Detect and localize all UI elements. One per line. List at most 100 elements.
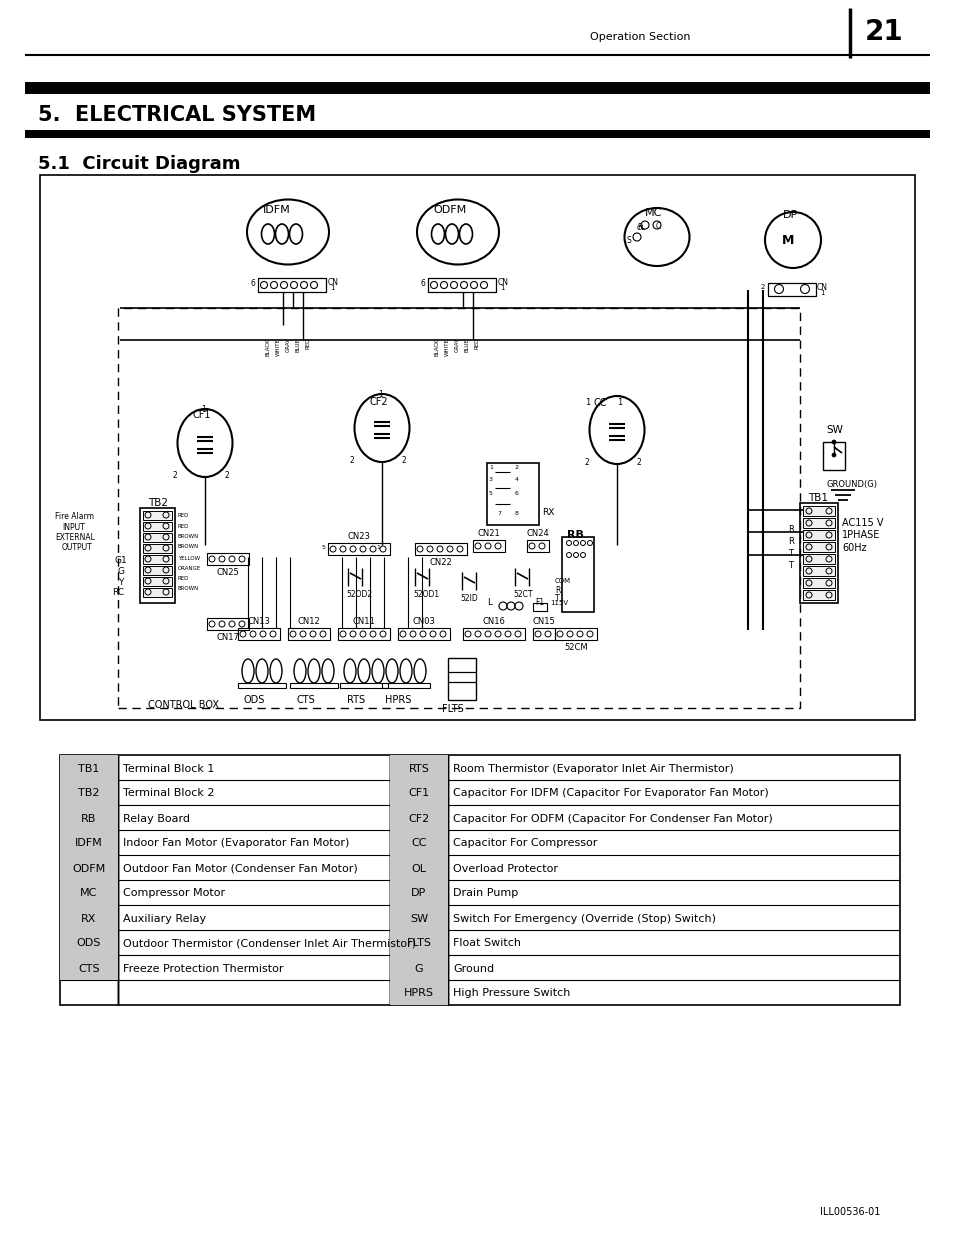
Text: 2: 2 <box>172 471 177 480</box>
Text: GRAY: GRAY <box>285 338 291 352</box>
Text: CN23: CN23 <box>347 532 370 541</box>
Bar <box>473 540 504 552</box>
Text: 2: 2 <box>225 471 230 480</box>
Text: BLACK: BLACK <box>434 338 439 356</box>
Text: 1: 1 <box>820 290 823 296</box>
Text: WHITE: WHITE <box>444 338 449 356</box>
Text: 1: 1 <box>584 398 590 408</box>
Text: IDFM: IDFM <box>263 205 291 215</box>
Text: IDFM: IDFM <box>75 839 103 848</box>
Text: RED: RED <box>305 338 310 350</box>
Text: EXTERNAL: EXTERNAL <box>55 534 94 542</box>
Text: DP: DP <box>782 210 798 220</box>
Text: MC: MC <box>644 207 661 219</box>
Text: Y: Y <box>118 578 123 587</box>
Text: TB1: TB1 <box>807 493 827 503</box>
Bar <box>390 930 448 955</box>
Bar <box>207 618 249 630</box>
Text: 5.1  Circuit Diagram: 5.1 Circuit Diagram <box>38 156 240 173</box>
Bar <box>448 658 476 700</box>
Text: BLUE: BLUE <box>295 338 300 352</box>
Text: 1: 1 <box>377 390 382 399</box>
Text: Terminal Block 2: Terminal Block 2 <box>123 788 214 799</box>
Text: HPRS: HPRS <box>384 695 411 705</box>
Bar <box>390 981 448 1005</box>
Bar <box>60 805 118 830</box>
Bar <box>60 930 118 955</box>
Text: 6: 6 <box>250 279 254 288</box>
Bar <box>257 278 326 291</box>
Text: Capacitor For ODFM (Capacitor For Condenser Fan Motor): Capacitor For ODFM (Capacitor For Conden… <box>453 814 772 824</box>
Bar <box>25 130 929 138</box>
Bar <box>486 463 538 525</box>
Text: GROUND(G): GROUND(G) <box>826 480 877 489</box>
Text: R: R <box>637 224 641 232</box>
Text: SW: SW <box>825 425 842 435</box>
Bar <box>288 629 330 640</box>
Text: High Pressure Switch: High Pressure Switch <box>453 988 570 999</box>
Text: G: G <box>415 963 423 973</box>
Text: T: T <box>555 594 559 603</box>
Bar <box>237 683 286 688</box>
Text: Relay Board: Relay Board <box>123 814 190 824</box>
Bar <box>397 629 450 640</box>
Text: G: G <box>118 567 125 576</box>
Text: 2: 2 <box>760 284 764 290</box>
Text: 5.  ELECTRICAL SYSTEM: 5. ELECTRICAL SYSTEM <box>38 105 315 125</box>
Text: RB: RB <box>566 530 583 540</box>
Text: G1: G1 <box>115 556 128 564</box>
Bar <box>415 543 467 555</box>
Text: Compressor Motor: Compressor Motor <box>123 888 225 899</box>
Text: RB: RB <box>81 814 96 824</box>
Bar <box>390 781 448 805</box>
Text: 2: 2 <box>350 456 355 466</box>
Bar <box>533 629 555 640</box>
Text: 4: 4 <box>515 477 518 482</box>
Text: T: T <box>787 561 792 571</box>
Text: INPUT: INPUT <box>62 522 85 532</box>
Text: CN13: CN13 <box>247 618 270 626</box>
Bar <box>290 683 337 688</box>
Text: R: R <box>555 585 559 595</box>
Bar <box>802 517 834 529</box>
Bar <box>428 278 496 291</box>
Text: Float Switch: Float Switch <box>453 939 520 948</box>
Text: CF1: CF1 <box>408 788 429 799</box>
Text: 52OD1: 52OD1 <box>413 590 438 599</box>
Text: YELLOW: YELLOW <box>178 556 200 561</box>
Bar <box>60 830 118 855</box>
Bar <box>802 566 834 576</box>
Text: CN22: CN22 <box>429 558 452 567</box>
Text: OUTPUT: OUTPUT <box>62 543 92 552</box>
Text: 52ID: 52ID <box>459 594 477 603</box>
Text: CC: CC <box>411 839 426 848</box>
Text: Freeze Protection Thermistor: Freeze Protection Thermistor <box>123 963 283 973</box>
Text: CN: CN <box>816 283 827 291</box>
Bar <box>555 629 597 640</box>
Text: WHITE: WHITE <box>275 338 280 356</box>
Bar <box>822 442 844 471</box>
Text: ODS: ODS <box>243 695 264 705</box>
Text: CN11: CN11 <box>353 618 375 626</box>
Bar <box>60 881 118 905</box>
Text: CN16: CN16 <box>482 618 505 626</box>
Text: FLTS: FLTS <box>406 939 431 948</box>
Bar <box>381 683 430 688</box>
Bar <box>390 955 448 981</box>
Text: CTS: CTS <box>296 695 315 705</box>
Text: BLACK: BLACK <box>265 338 271 356</box>
Text: Capacitor For Compressor: Capacitor For Compressor <box>453 839 597 848</box>
Text: FLTS: FLTS <box>441 704 463 714</box>
Text: CN: CN <box>328 278 338 287</box>
Text: 7: 7 <box>497 511 500 516</box>
Text: Overload Protector: Overload Protector <box>453 863 558 873</box>
Text: R: R <box>787 525 793 534</box>
Text: RTS: RTS <box>408 763 429 773</box>
Text: 2: 2 <box>515 466 518 471</box>
Text: 5: 5 <box>489 492 493 496</box>
Text: CTS: CTS <box>78 963 100 973</box>
Text: F1: F1 <box>535 598 543 606</box>
Text: 2: 2 <box>401 456 406 466</box>
Bar <box>60 755 899 1005</box>
Bar <box>143 555 172 564</box>
